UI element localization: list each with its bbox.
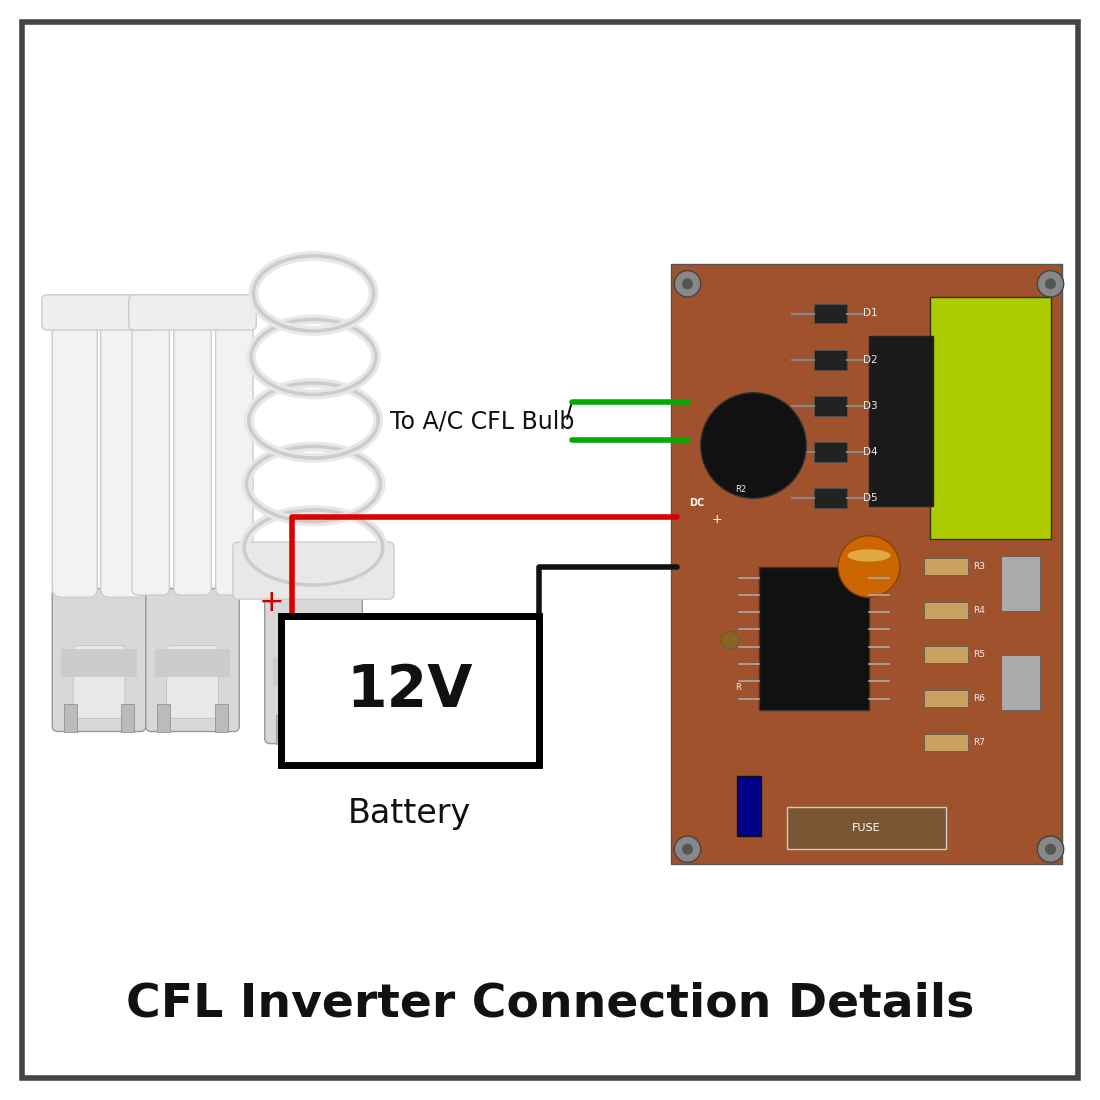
Text: D2: D2 <box>864 354 878 365</box>
Bar <box>759 566 869 710</box>
Bar <box>924 558 968 575</box>
FancyBboxPatch shape <box>42 295 156 330</box>
FancyBboxPatch shape <box>101 305 145 597</box>
Bar <box>924 646 968 663</box>
Text: D5: D5 <box>864 493 878 504</box>
FancyBboxPatch shape <box>53 588 145 732</box>
Bar <box>276 715 290 744</box>
Text: R4: R4 <box>974 606 986 615</box>
FancyBboxPatch shape <box>73 646 125 718</box>
Text: FUSE: FUSE <box>851 823 881 834</box>
Bar <box>869 336 933 506</box>
Bar <box>814 304 847 323</box>
FancyBboxPatch shape <box>286 653 341 730</box>
Ellipse shape <box>674 271 701 297</box>
Ellipse shape <box>838 536 900 597</box>
Text: DC: DC <box>689 497 704 508</box>
Bar <box>274 657 353 686</box>
Bar <box>814 396 847 416</box>
Text: D3: D3 <box>864 400 878 411</box>
Text: R2: R2 <box>735 485 746 494</box>
Text: R: R <box>735 683 740 692</box>
FancyBboxPatch shape <box>145 588 239 732</box>
Ellipse shape <box>1037 836 1064 862</box>
Bar <box>814 350 847 370</box>
Bar <box>1001 654 1040 710</box>
Bar <box>214 704 228 732</box>
Ellipse shape <box>1037 271 1064 297</box>
Ellipse shape <box>701 393 806 498</box>
Ellipse shape <box>1045 278 1056 289</box>
Text: CFL Inverter Connection Details: CFL Inverter Connection Details <box>125 982 975 1026</box>
FancyBboxPatch shape <box>216 307 253 595</box>
FancyBboxPatch shape <box>174 307 211 595</box>
Bar <box>924 602 968 619</box>
Ellipse shape <box>682 844 693 855</box>
Text: 12V: 12V <box>346 662 473 718</box>
Text: R7: R7 <box>974 738 986 747</box>
Text: R6: R6 <box>974 694 986 703</box>
Text: To A/C CFL Bulb: To A/C CFL Bulb <box>390 409 575 433</box>
Text: +: + <box>712 513 723 526</box>
FancyBboxPatch shape <box>265 594 362 744</box>
FancyBboxPatch shape <box>53 305 98 597</box>
Text: +: + <box>258 588 285 617</box>
Bar <box>337 715 351 744</box>
Bar <box>280 616 539 764</box>
FancyBboxPatch shape <box>129 295 256 330</box>
FancyBboxPatch shape <box>166 646 219 718</box>
Bar <box>154 649 230 676</box>
Text: R3: R3 <box>974 562 986 571</box>
Ellipse shape <box>1045 844 1056 855</box>
Bar <box>814 488 847 508</box>
Bar <box>62 649 138 676</box>
Bar <box>786 807 946 849</box>
Ellipse shape <box>847 549 891 562</box>
Bar <box>930 297 1050 539</box>
Text: Battery: Battery <box>348 798 472 830</box>
Bar <box>671 264 1062 864</box>
FancyBboxPatch shape <box>132 307 169 595</box>
Text: R5: R5 <box>974 650 986 659</box>
Bar <box>924 690 968 707</box>
Text: D1: D1 <box>864 308 878 319</box>
Ellipse shape <box>674 836 701 862</box>
Bar <box>121 704 134 732</box>
Bar <box>64 704 77 732</box>
Text: D4: D4 <box>864 447 878 458</box>
FancyBboxPatch shape <box>233 542 394 600</box>
Bar <box>924 734 968 751</box>
Bar <box>814 442 847 462</box>
Bar <box>1001 556 1040 610</box>
Ellipse shape <box>682 278 693 289</box>
Bar <box>737 776 761 836</box>
Bar <box>157 704 170 732</box>
Ellipse shape <box>722 631 739 649</box>
